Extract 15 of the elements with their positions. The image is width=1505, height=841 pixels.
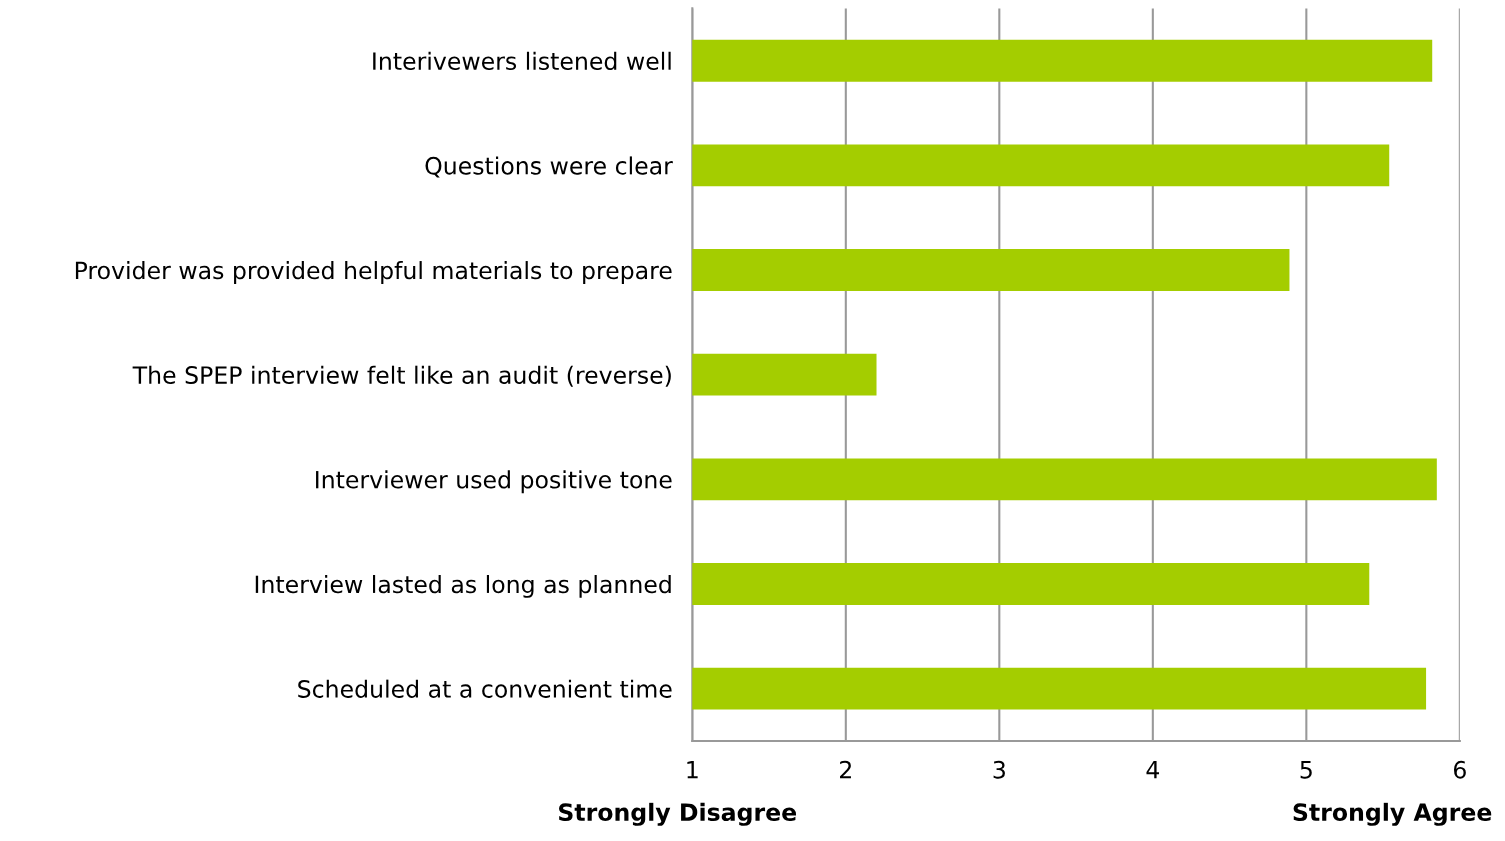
y-tick-label: Provider was provided helpful materials to prepare [75,261,672,284]
y-tick-label: Interivewers listened well [373,51,671,71]
x-tick-label: 5 [1300,761,1312,779]
y-tick-label: Interview lasted as long as planned [255,574,671,598]
x-tick-label: 2 [840,760,851,779]
y-tick-label: The SPEP interview felt like an audit (reverse) [132,365,671,387]
x-tick-label: 3 [993,760,1005,779]
x-tick-label: 4 [1146,761,1160,779]
x-tick-label: 6 [1453,760,1466,779]
text: Strongly Disagree [559,802,797,826]
y-tick-label: Interviewer used positive tone [316,470,672,494]
text: Strongly Agree [1293,802,1492,826]
y-tick-label: Scheduled at a convenient time [298,679,672,698]
x-tick-label: 1 [687,761,698,779]
y-tick-label: Questions were clear [425,156,673,178]
